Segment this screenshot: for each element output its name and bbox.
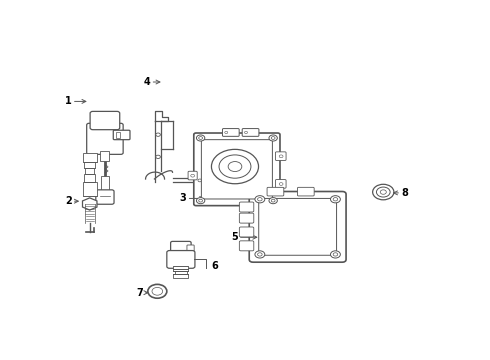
Text: 3: 3 (180, 193, 203, 203)
Circle shape (228, 162, 242, 172)
FancyBboxPatch shape (275, 152, 286, 161)
FancyBboxPatch shape (90, 111, 120, 130)
FancyBboxPatch shape (239, 241, 254, 251)
Circle shape (271, 199, 275, 202)
Circle shape (269, 198, 277, 204)
FancyBboxPatch shape (113, 130, 130, 140)
Circle shape (258, 198, 262, 201)
Circle shape (191, 174, 195, 177)
Bar (101, 176, 109, 193)
Circle shape (199, 199, 202, 202)
Circle shape (148, 284, 167, 298)
FancyBboxPatch shape (194, 133, 280, 206)
Text: 1: 1 (65, 96, 86, 107)
Circle shape (255, 196, 265, 203)
FancyBboxPatch shape (275, 180, 286, 188)
Text: 7: 7 (136, 288, 148, 298)
Circle shape (156, 133, 160, 136)
FancyBboxPatch shape (116, 132, 121, 138)
Text: 8: 8 (393, 188, 408, 198)
FancyBboxPatch shape (239, 213, 254, 223)
Bar (173, 266, 189, 270)
Circle shape (255, 251, 265, 258)
Circle shape (219, 155, 251, 178)
FancyBboxPatch shape (171, 242, 191, 255)
FancyBboxPatch shape (239, 202, 254, 212)
Circle shape (279, 183, 283, 185)
Circle shape (199, 136, 202, 139)
Text: 4: 4 (144, 77, 160, 87)
FancyBboxPatch shape (239, 227, 254, 237)
Circle shape (271, 136, 275, 139)
Bar (175, 270, 187, 274)
Circle shape (269, 135, 277, 141)
Circle shape (198, 179, 202, 182)
Circle shape (330, 196, 341, 203)
FancyBboxPatch shape (87, 123, 123, 154)
FancyBboxPatch shape (297, 187, 314, 196)
Circle shape (380, 190, 386, 194)
Text: 6: 6 (211, 261, 218, 271)
FancyBboxPatch shape (96, 190, 114, 204)
Circle shape (333, 198, 338, 201)
FancyBboxPatch shape (188, 171, 197, 180)
Circle shape (225, 131, 228, 134)
Bar (100, 151, 109, 161)
FancyBboxPatch shape (259, 198, 337, 255)
Bar (83, 183, 97, 196)
FancyBboxPatch shape (249, 192, 346, 262)
Circle shape (196, 198, 205, 204)
Bar (84, 162, 95, 168)
FancyBboxPatch shape (187, 245, 194, 252)
Circle shape (258, 253, 262, 256)
Bar (83, 153, 97, 162)
Text: 2: 2 (65, 196, 78, 206)
Circle shape (156, 155, 160, 158)
FancyBboxPatch shape (267, 187, 284, 196)
Circle shape (245, 131, 247, 134)
Circle shape (196, 135, 205, 141)
Bar (84, 174, 95, 183)
Bar (173, 274, 189, 278)
FancyBboxPatch shape (242, 129, 259, 136)
Text: 5: 5 (231, 232, 257, 242)
Bar (85, 168, 94, 174)
Circle shape (333, 253, 338, 256)
Circle shape (372, 184, 394, 200)
Circle shape (152, 287, 163, 295)
Circle shape (212, 149, 259, 184)
Circle shape (330, 251, 341, 258)
FancyBboxPatch shape (222, 129, 239, 136)
FancyBboxPatch shape (167, 251, 195, 268)
FancyBboxPatch shape (201, 140, 272, 199)
Circle shape (376, 187, 390, 197)
Circle shape (279, 155, 283, 158)
